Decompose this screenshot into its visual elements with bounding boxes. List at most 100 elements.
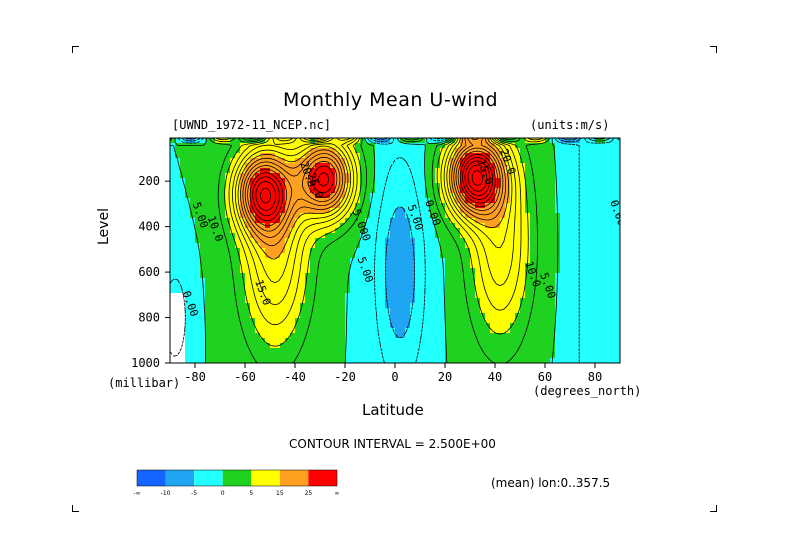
- contour-cell: [210, 273, 216, 279]
- contour-cell: [175, 288, 181, 294]
- contour-cell: [180, 238, 186, 244]
- contour-cell: [255, 283, 261, 289]
- contour-cell: [415, 188, 421, 194]
- contour-cell: [205, 173, 211, 179]
- contour-cell: [550, 323, 556, 329]
- contour-cell: [370, 193, 376, 199]
- contour-cell: [520, 233, 526, 239]
- contour-cell: [355, 158, 361, 164]
- contour-cell: [340, 233, 346, 239]
- contour-cell: [485, 283, 491, 289]
- contour-cell: [595, 278, 601, 284]
- contour-cell: [560, 143, 566, 149]
- contour-cell: [200, 248, 206, 254]
- contour-cell: [410, 313, 416, 319]
- contour-cell: [420, 138, 426, 144]
- contour-cell: [220, 348, 226, 354]
- contour-cell: [175, 243, 181, 249]
- contour-cell: [530, 313, 536, 319]
- contour-cell: [590, 268, 596, 274]
- contour-cell: [520, 358, 526, 363]
- contour-cell: [250, 153, 256, 159]
- contour-cell: [535, 183, 541, 189]
- contour-cell: [420, 183, 426, 189]
- contour-cell: [480, 233, 486, 239]
- contour-cell: [320, 303, 326, 309]
- contour-cell: [220, 313, 226, 319]
- contour-cell: [500, 213, 506, 219]
- contour-cell: [390, 203, 396, 209]
- contour-cell: [240, 198, 246, 204]
- contour-cell: [280, 173, 286, 179]
- contour-cell: [490, 263, 496, 269]
- contour-cell: [270, 253, 276, 259]
- contour-cell: [395, 163, 401, 169]
- contour-cell: [505, 228, 511, 234]
- contour-cell: [590, 223, 596, 229]
- contour-cell: [305, 258, 311, 264]
- contour-cell: [365, 228, 371, 234]
- contour-cell: [190, 188, 196, 194]
- contour-cell: [610, 178, 616, 184]
- contour-cell: [595, 293, 601, 299]
- contour-cell: [265, 148, 271, 154]
- contour-cell: [390, 218, 396, 224]
- contour-cell: [175, 208, 181, 214]
- contour-cell: [390, 293, 396, 299]
- contour-cell: [190, 248, 196, 254]
- contour-line: [255, 160, 491, 211]
- contour-cell: [535, 258, 541, 264]
- contour-cell: [315, 318, 321, 324]
- contour-cell: [490, 293, 496, 299]
- contour-cell: [250, 303, 256, 309]
- contour-cell: [375, 208, 381, 214]
- contour-cell: [570, 318, 576, 324]
- contour-cell: [500, 343, 506, 349]
- contour-cell: [610, 223, 616, 229]
- contour-cell: [205, 213, 211, 219]
- contour-cell: [590, 233, 596, 239]
- contour-cell: [250, 148, 256, 154]
- contour-cell: [575, 263, 581, 269]
- contour-cell: [600, 338, 606, 344]
- contour-cell: [260, 158, 266, 164]
- contour-cell: [350, 238, 356, 244]
- contour-cell: [345, 238, 351, 244]
- contour-cell: [390, 198, 396, 204]
- contour-cell: [440, 308, 446, 314]
- contour-cell: [360, 218, 366, 224]
- contour-cell: [540, 238, 546, 244]
- contour-cell: [385, 158, 391, 164]
- contour-cell: [525, 198, 531, 204]
- contour-cell: [285, 348, 291, 354]
- contour-cell: [370, 183, 376, 189]
- contour-cell: [290, 338, 296, 344]
- contour-cell: [445, 223, 451, 229]
- contour-cell: [560, 323, 566, 329]
- contour-cell: [565, 183, 571, 189]
- contour-cell: [615, 233, 620, 239]
- contour-cell: [295, 258, 301, 264]
- contour-cell: [470, 353, 476, 359]
- contour-cell: [615, 248, 620, 254]
- contour-cell: [455, 158, 461, 164]
- contour-cell: [590, 213, 596, 219]
- contour-cell: [475, 233, 481, 239]
- contour-cell: [200, 343, 206, 349]
- contour-cell: [485, 263, 491, 269]
- contour-cell: [560, 238, 566, 244]
- contour-cell: [330, 278, 336, 284]
- contour-cell: [420, 258, 426, 264]
- contour-cell: [580, 273, 586, 279]
- contour-cell: [360, 293, 366, 299]
- contour-cell: [515, 353, 521, 359]
- contour-cell: [545, 343, 551, 349]
- contour-cell: [530, 268, 536, 274]
- contour-cell: [390, 273, 396, 279]
- contour-cell: [380, 143, 386, 149]
- contour-cell: [495, 213, 501, 219]
- contour-cell: [370, 318, 376, 324]
- contour-cell: [420, 203, 426, 209]
- contour-cell: [590, 303, 596, 309]
- contour-cell: [305, 308, 311, 314]
